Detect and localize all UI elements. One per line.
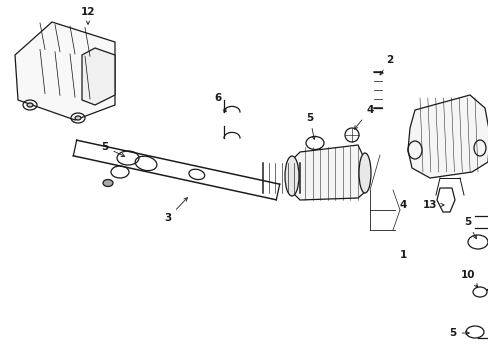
- Ellipse shape: [358, 153, 370, 193]
- Text: 4: 4: [0, 359, 1, 360]
- Text: 13: 13: [422, 200, 443, 210]
- Text: 5: 5: [306, 113, 315, 139]
- Polygon shape: [291, 145, 364, 200]
- Text: 6: 6: [214, 93, 225, 112]
- Text: 5: 5: [464, 217, 475, 239]
- Text: 2: 2: [0, 359, 1, 360]
- Polygon shape: [407, 95, 488, 178]
- Ellipse shape: [27, 103, 33, 107]
- Ellipse shape: [75, 116, 81, 120]
- Text: 5: 5: [448, 328, 468, 338]
- Text: 12: 12: [81, 7, 95, 24]
- Text: 8: 8: [0, 359, 1, 360]
- Ellipse shape: [285, 156, 298, 196]
- Text: 9: 9: [0, 359, 1, 360]
- Text: 5: 5: [101, 142, 124, 157]
- Ellipse shape: [103, 180, 113, 186]
- Text: 3: 3: [164, 198, 187, 223]
- Text: 4: 4: [399, 200, 407, 210]
- Polygon shape: [15, 22, 115, 120]
- Text: 11: 11: [0, 359, 1, 360]
- Text: 7: 7: [0, 359, 1, 360]
- Text: 4: 4: [354, 105, 373, 129]
- Text: 1: 1: [399, 250, 407, 260]
- Polygon shape: [82, 48, 115, 105]
- Text: 2: 2: [379, 55, 393, 75]
- Text: 10: 10: [460, 270, 477, 287]
